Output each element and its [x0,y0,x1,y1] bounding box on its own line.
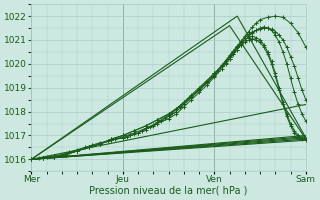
X-axis label: Pression niveau de la mer( hPa ): Pression niveau de la mer( hPa ) [89,186,248,196]
